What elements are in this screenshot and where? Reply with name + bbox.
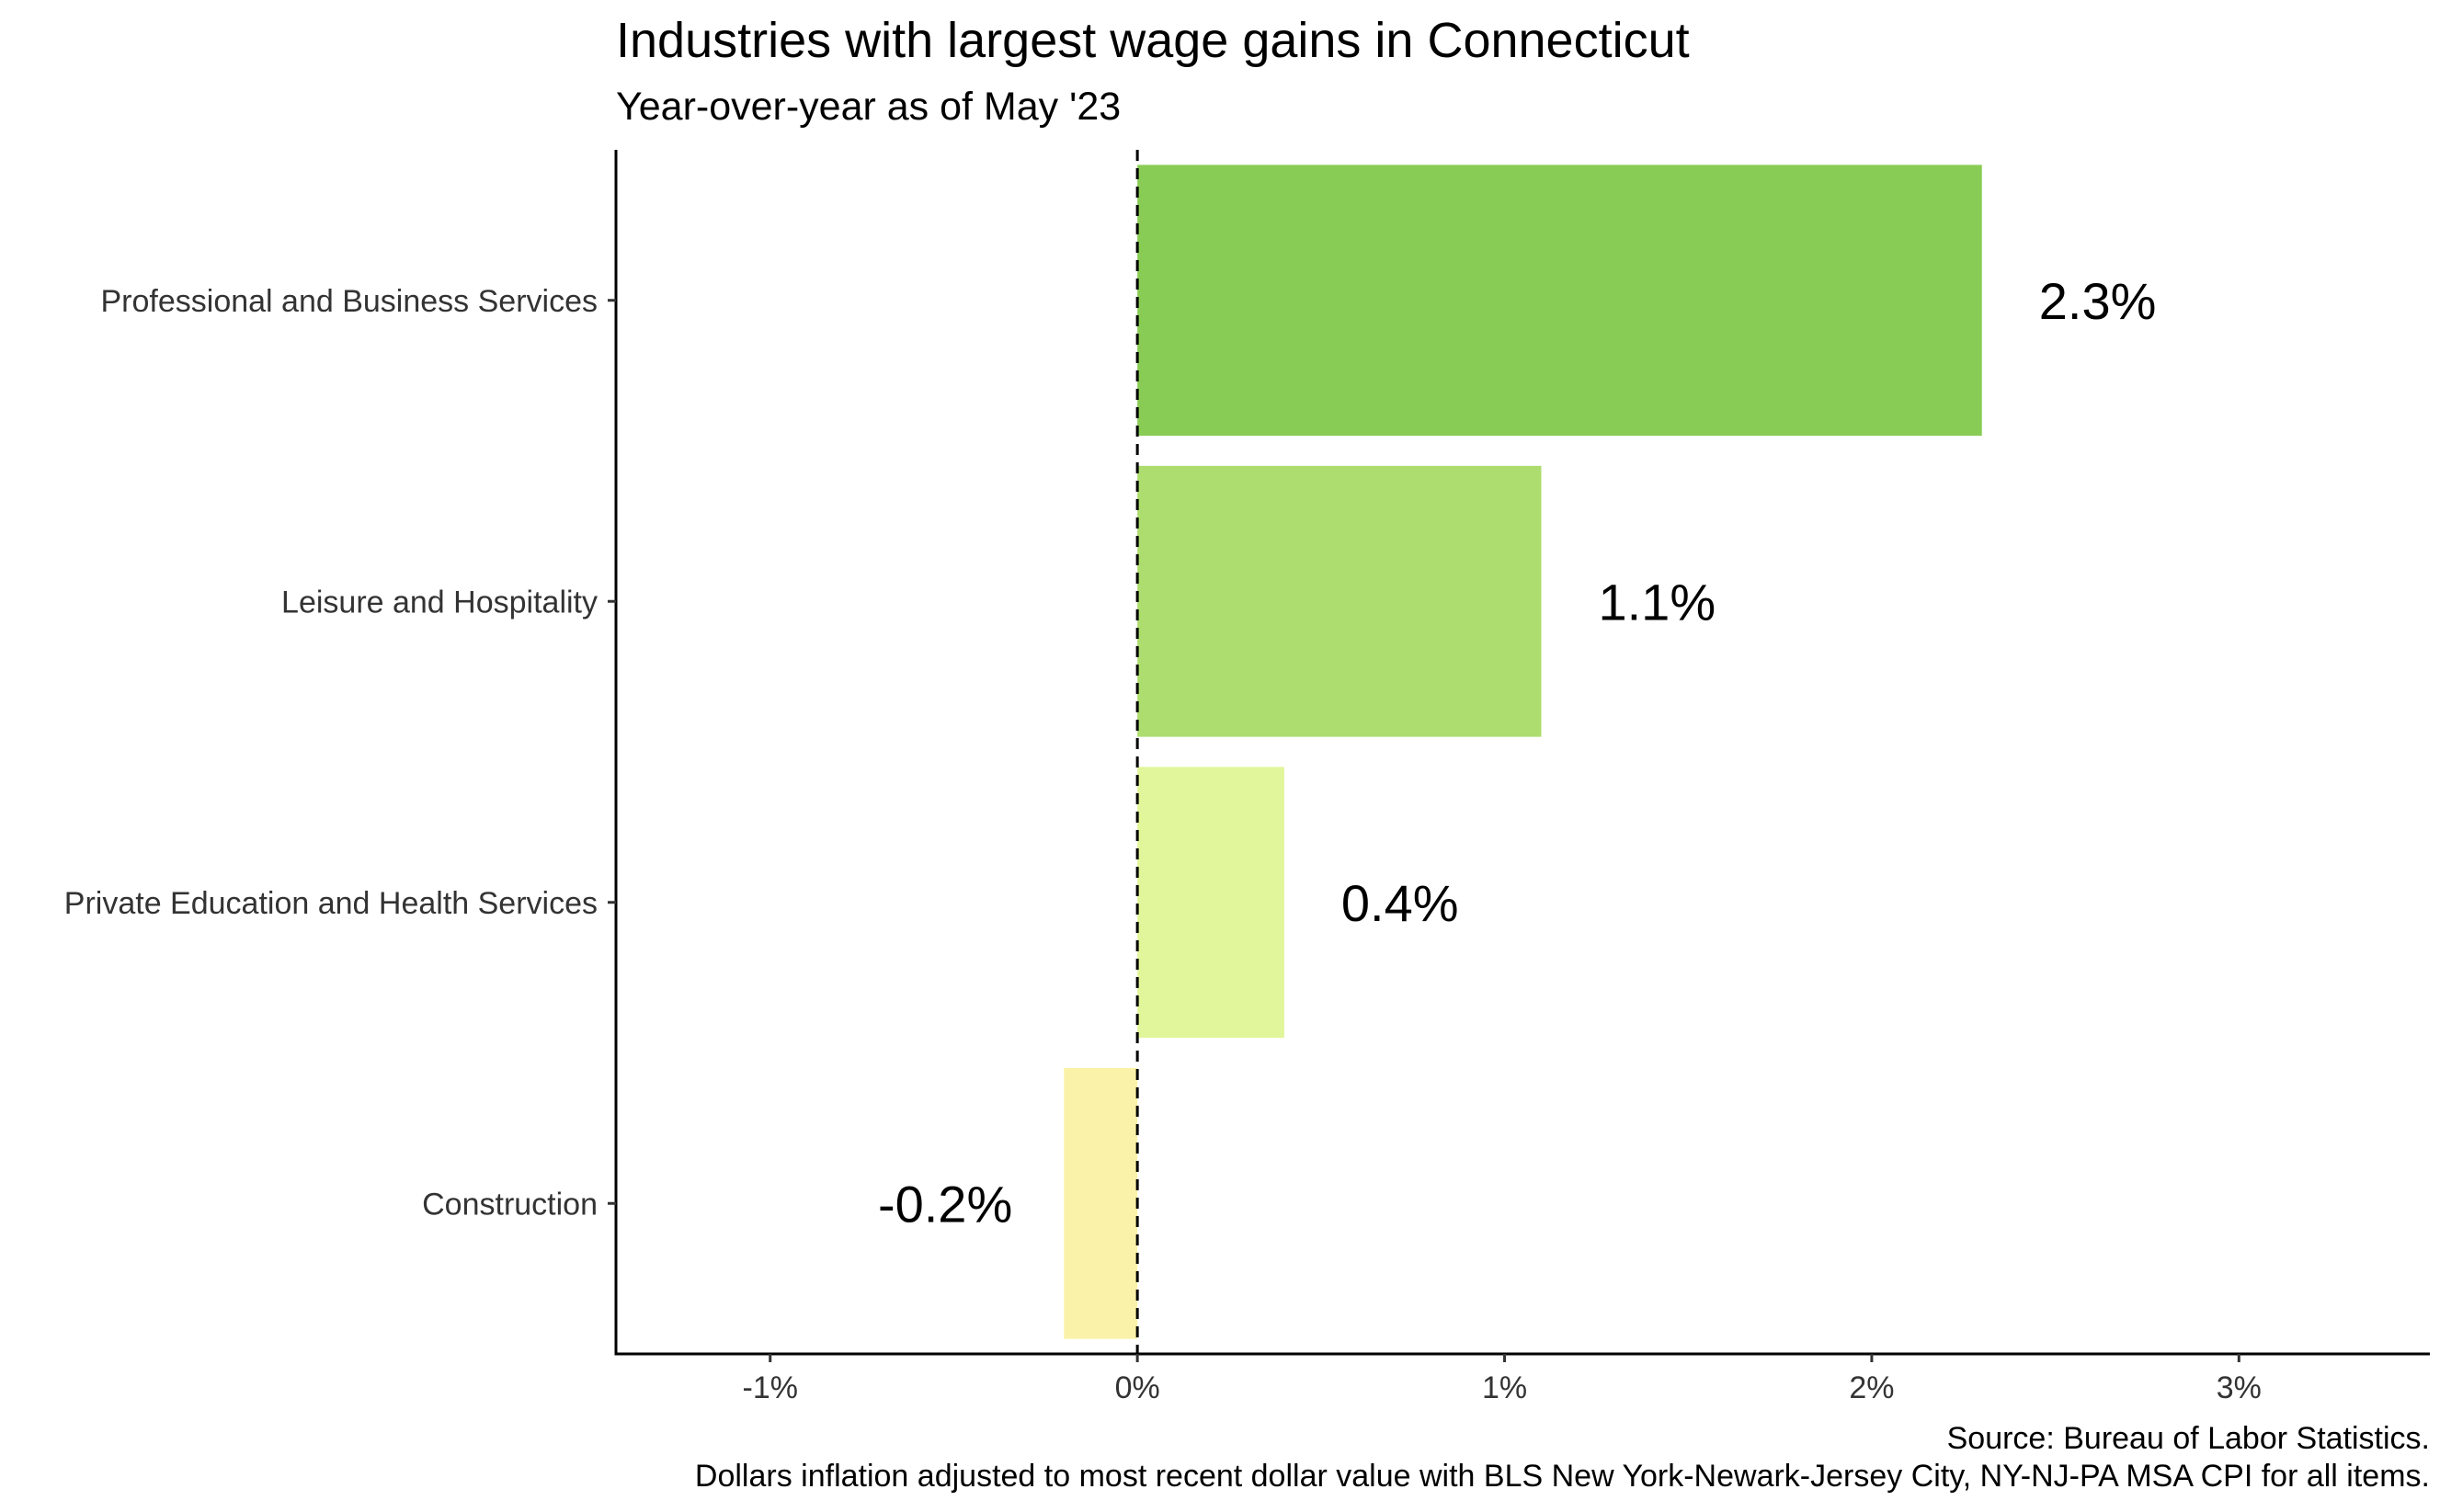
caption-note: Dollars inflation adjusted to most recen… bbox=[695, 1459, 2430, 1494]
category-label: Professional and Business Services bbox=[101, 284, 598, 319]
category-label: Construction bbox=[422, 1187, 598, 1222]
chart-title: Industries with largest wage gains in Co… bbox=[616, 13, 1690, 68]
x-tick-label: 3% bbox=[2217, 1370, 2262, 1405]
data-label: 0.4% bbox=[1341, 874, 1459, 932]
bar-3 bbox=[1137, 767, 1284, 1039]
x-tick-label: 0% bbox=[1115, 1370, 1160, 1405]
category-label: Private Education and Health Services bbox=[64, 886, 598, 921]
category-label: Leisure and Hospitality bbox=[281, 585, 598, 620]
data-label: 1.1% bbox=[1598, 573, 1716, 631]
plot-area: Professional and Business Services Leisur… bbox=[64, 150, 2430, 1405]
x-tick-label: 2% bbox=[1849, 1370, 1894, 1405]
x-tick-label: -1% bbox=[743, 1370, 798, 1405]
caption-source: Source: Bureau of Labor Statistics. bbox=[1947, 1421, 2430, 1456]
bar-4 bbox=[1064, 1067, 1138, 1339]
bar-2 bbox=[1137, 465, 1542, 737]
chart-subtitle: Year-over-year as of May '23 bbox=[616, 85, 1121, 129]
x-tick-label: 1% bbox=[1482, 1370, 1527, 1405]
data-label: 2.3% bbox=[2039, 272, 2157, 330]
bar-1 bbox=[1137, 165, 1982, 437]
data-label: -0.2% bbox=[878, 1175, 1012, 1233]
